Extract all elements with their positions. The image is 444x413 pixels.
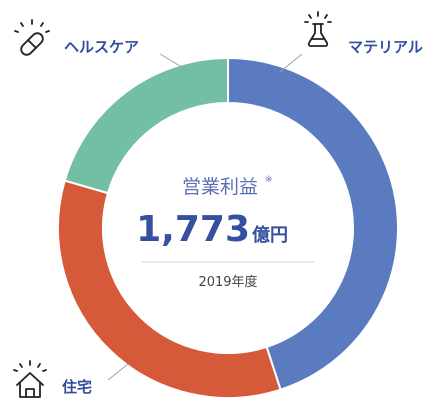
center-value: 1,773 (136, 209, 250, 250)
donut-slice-materials (227, 56, 400, 391)
leader-line-materials (279, 53, 303, 73)
flask-icon (304, 11, 332, 47)
center-year: 2019年度 (198, 274, 257, 290)
segment-label-homes: 住宅 (62, 378, 92, 396)
leader-line-homes (107, 363, 129, 381)
center-title-mark: ※ (265, 175, 273, 185)
center-unit: 億円 (252, 224, 288, 246)
segment-label-materials: マテリアル (348, 38, 423, 56)
center-title: 営業利益 (182, 176, 258, 198)
donut-slice-healthcare (63, 56, 229, 195)
segment-label-healthcare: ヘルスケア (64, 38, 139, 56)
donut-slices (57, 56, 400, 399)
capsule-icon (14, 19, 50, 56)
house-icon (13, 360, 47, 398)
leader-line-healthcare (159, 53, 191, 73)
